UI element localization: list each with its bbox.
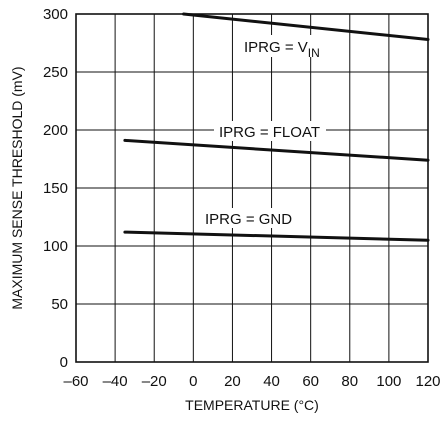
series-lines bbox=[123, 12, 430, 242]
series-label-vin: IPRG = VIN bbox=[244, 39, 320, 60]
series-line-1 bbox=[123, 138, 430, 162]
y-tick-label: 50 bbox=[51, 296, 68, 313]
x-tick-label: –60 bbox=[63, 373, 88, 390]
series-label-vin-subscript: IN bbox=[308, 46, 320, 60]
y-axis-label: MAXIMUM SENSE THRESHOLD (mV) bbox=[9, 66, 25, 309]
x-tick-label: –40 bbox=[103, 373, 128, 390]
x-tick-label: 120 bbox=[415, 373, 440, 390]
y-tick-label: 200 bbox=[43, 122, 68, 139]
series-label-vin-background bbox=[239, 35, 339, 57]
plot-frame bbox=[75, 13, 429, 363]
x-axis-label: TEMPERATURE (°C) bbox=[185, 397, 319, 413]
x-tick-label: 0 bbox=[189, 373, 197, 390]
x-tick-label: 100 bbox=[376, 373, 401, 390]
series-label-vin-text: IPRG = V bbox=[244, 39, 308, 56]
y-tick-label: 250 bbox=[43, 64, 68, 81]
y-tick-label: 150 bbox=[43, 180, 68, 197]
series-label-gnd: IPRG = GND bbox=[205, 211, 292, 228]
x-tick-label: 60 bbox=[302, 373, 319, 390]
x-tick-label: 80 bbox=[341, 373, 358, 390]
series-line-0 bbox=[182, 12, 430, 41]
y-tick-label: 300 bbox=[43, 6, 68, 23]
y-tick-label: 0 bbox=[60, 354, 68, 371]
series-label-float-background bbox=[214, 121, 326, 141]
series-label-gnd-background bbox=[200, 208, 300, 228]
x-tick-label: 40 bbox=[263, 373, 280, 390]
y-tick-label: 100 bbox=[43, 238, 68, 255]
x-tick-label: –20 bbox=[142, 373, 167, 390]
grid bbox=[76, 14, 428, 362]
x-tick-label: 20 bbox=[224, 373, 241, 390]
series-line-2 bbox=[123, 230, 430, 242]
x-tick-labels: –60 –40 –20 0 20 40 60 80 100 120 bbox=[63, 373, 440, 390]
series-label-float: IPRG = FLOAT bbox=[219, 124, 320, 141]
y-tick-labels: 0 50 100 150 200 250 300 bbox=[43, 6, 68, 371]
